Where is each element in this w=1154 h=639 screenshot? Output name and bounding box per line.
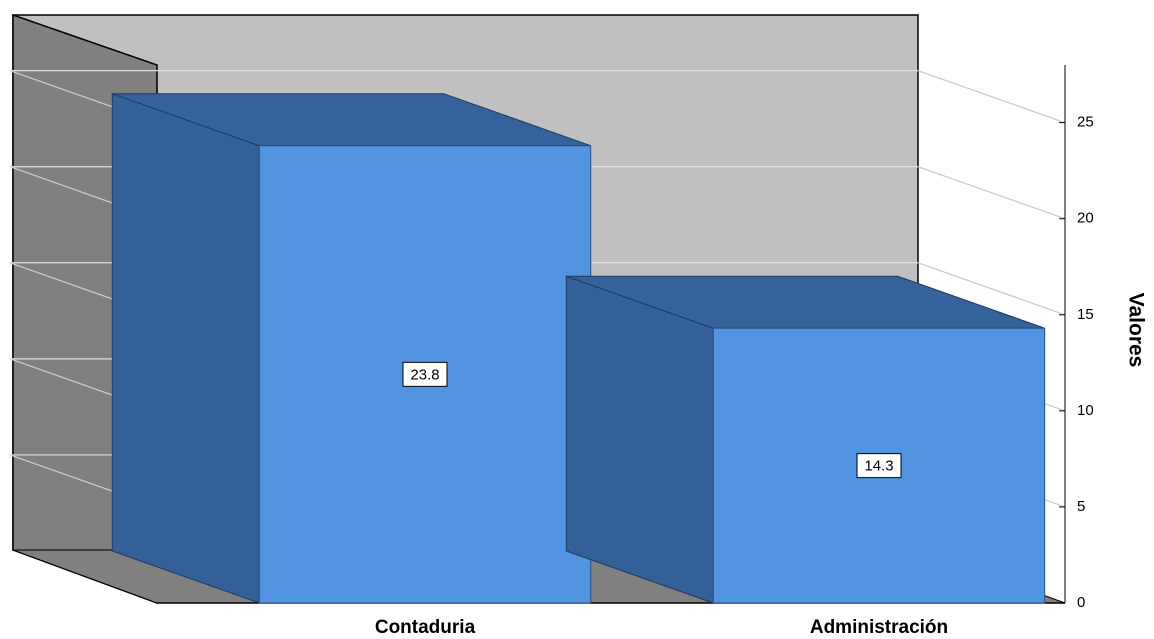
value-label: 23.8 [410,366,439,383]
x-tick-label: Administración [810,617,948,638]
value-label-box [402,361,448,387]
y-tick-label: 25 [1077,114,1094,131]
value-label: 14.3 [864,458,893,475]
bar [565,275,1046,604]
bar-side [565,275,714,604]
grid-line [917,262,1066,316]
grid-line [917,70,1066,124]
grid-line [917,166,1066,220]
y-tick-label: 10 [1077,402,1094,419]
y-tick-label: 5 [1077,498,1085,515]
y-axis-title: Valores [1124,293,1147,368]
value-label-box [856,453,902,479]
y-tick-label: 0 [1077,594,1085,611]
bar [111,92,592,604]
bar-side [111,92,260,604]
y-tick-label: 20 [1077,210,1094,227]
x-tick-label: Contaduria [375,617,476,638]
y-tick-label: 15 [1077,306,1094,323]
